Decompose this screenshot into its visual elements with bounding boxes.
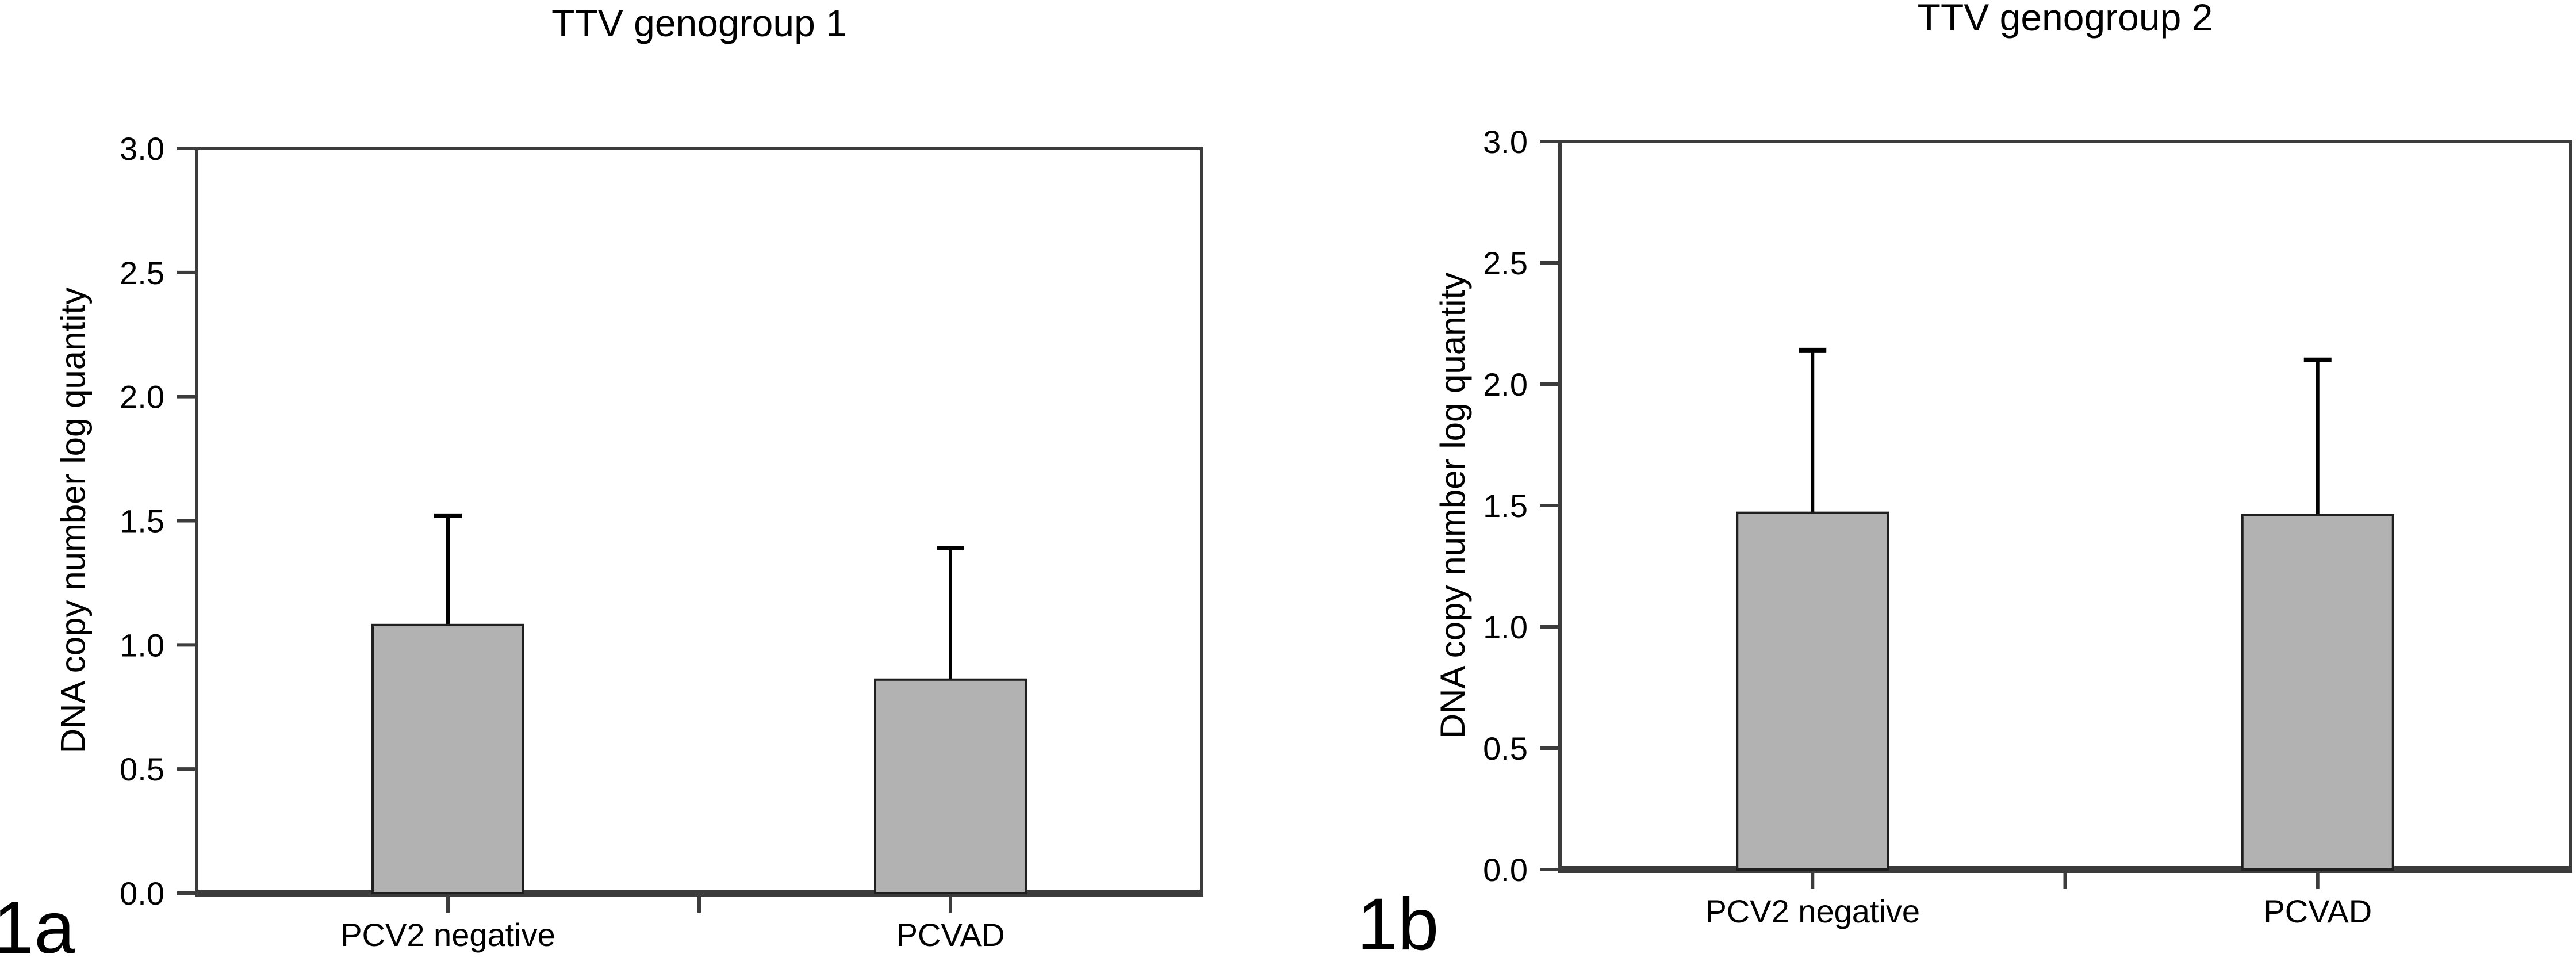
bar-pcv2-negative <box>371 623 524 895</box>
y-tick-label: 0.5 <box>120 751 164 787</box>
y-tick-label: 2.5 <box>120 255 164 291</box>
y-tick-label: 3.0 <box>1483 124 1528 160</box>
bar-pcvad <box>874 678 1027 895</box>
panel-label-1a: 1a <box>0 887 75 969</box>
chart2-y-axis-label: DNA copy number log quantity <box>1433 272 1472 739</box>
y-tick-label: 1.5 <box>120 503 164 539</box>
y-tick-label: 2.0 <box>120 379 164 415</box>
y-tick-label: 0.0 <box>1483 852 1528 888</box>
plot-box <box>1558 140 2572 871</box>
bar-pcvad <box>2241 514 2394 871</box>
y-tick-label: 0.0 <box>120 875 164 911</box>
y-tick-label: 1.0 <box>1483 609 1528 645</box>
category-label: PCV2 negative <box>1705 893 1920 929</box>
y-tick-label: 0.5 <box>1483 730 1528 767</box>
y-tick-label: 1.5 <box>1483 488 1528 524</box>
category-label: PCVAD <box>2263 893 2372 929</box>
chart-panel-2: 0.0 0.5 1.0 1.5 2.0 2.5 3.0 PCV2 negative PCVAD <box>1483 124 2572 929</box>
y-tick-label: 3.0 <box>120 131 164 167</box>
y-tick-label: 2.0 <box>1483 366 1528 403</box>
category-label: PCVAD <box>896 917 1005 953</box>
chart-panel-1: 0.0 0.5 1.0 1.5 2.0 2.5 3.0 PCV2 negative PCVAD <box>120 131 1203 953</box>
panel-label-1b: 1b <box>1357 883 1439 966</box>
y-tick-label: 1.0 <box>120 627 164 663</box>
category-label: PCV2 negative <box>340 917 555 953</box>
bar-pcv2-negative <box>1736 511 1889 871</box>
chart1-y-axis-label: DNA copy number log quantity <box>53 287 93 754</box>
chart2-title: TTV genogroup 2 <box>1917 0 2213 39</box>
y-tick-label: 2.5 <box>1483 245 1528 281</box>
plot-box <box>195 147 1203 895</box>
chart1-title: TTV genogroup 1 <box>551 2 847 44</box>
